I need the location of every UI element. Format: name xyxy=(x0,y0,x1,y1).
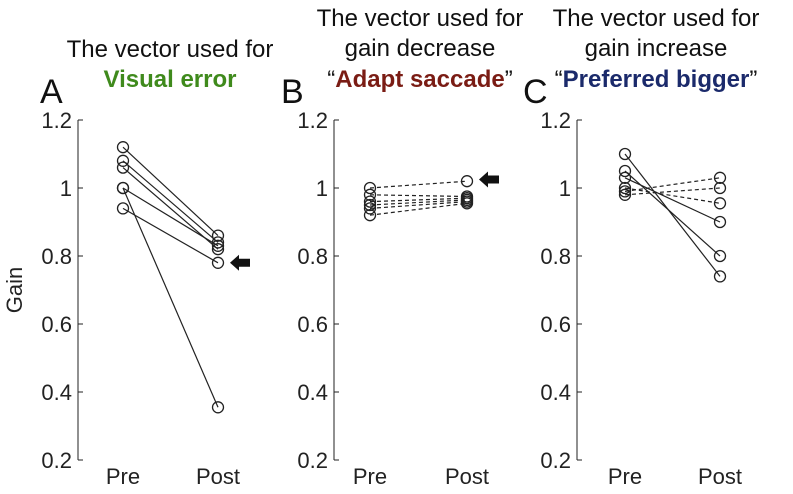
panel-a-xtick-label: Post xyxy=(196,464,240,489)
panel-b-series-line xyxy=(369,199,468,206)
panel-c-title-line-1: The vector used for xyxy=(553,5,760,32)
panel-b-ytick-label: 1.2 xyxy=(297,108,328,133)
panel-a-header: The vector used for Visual error A xyxy=(40,36,273,111)
panel-c-header: The vector used for gain increase “Prefe… xyxy=(523,5,759,111)
panel-c-series-line xyxy=(624,187,721,204)
panel-c-series-line xyxy=(624,170,721,257)
panel-a-letter: A xyxy=(40,73,63,111)
panel-b-ytick-label: 0.2 xyxy=(297,448,328,473)
panel-b-series-line xyxy=(369,197,468,203)
panel-a-data-point xyxy=(211,401,225,414)
panel-c-data-point xyxy=(713,215,727,229)
panel-b-ytick-label: 1 xyxy=(316,176,328,201)
panel-a-plot: 0.2 0.4 0.6 0.8 1 1.2 Pre Post xyxy=(41,108,250,489)
panel-c-quote-close: ” xyxy=(749,66,757,93)
panel-c-data-point xyxy=(713,197,727,210)
panel-a-series-line xyxy=(122,187,219,408)
panel-b-series-line xyxy=(369,194,468,198)
panel-a-data-point xyxy=(116,202,130,215)
panel-c-ytick-label: 0.8 xyxy=(540,244,571,269)
panel-b-data-point xyxy=(460,197,474,210)
panel-c-data-point xyxy=(618,147,632,161)
panel-c-series-line xyxy=(624,153,721,277)
panel-c-xtick-label: Pre xyxy=(608,464,642,489)
panel-a-series-line xyxy=(122,187,219,247)
panel-b-highlight: Adapt saccade xyxy=(335,66,504,93)
panel-a-xtick-label: Pre xyxy=(106,464,140,489)
panel-c-xtick-label: Post xyxy=(698,464,742,489)
panel-a-data-point xyxy=(116,141,130,154)
panel-a-data-point xyxy=(211,236,225,249)
panel-a-highlight: Visual error xyxy=(104,66,237,93)
panel-c-data-point xyxy=(713,181,727,195)
panel-c-series-line xyxy=(624,177,721,192)
panel-b-quote-close: ” xyxy=(505,66,513,93)
panel-b-data-point xyxy=(363,198,377,212)
panel-c-highlight: Preferred bigger xyxy=(563,66,750,93)
panel-b-quote-open: “ xyxy=(327,66,335,93)
panel-a-data-point xyxy=(116,154,130,167)
panel-b-xtick-label: Post xyxy=(445,464,489,489)
panel-b-data-point xyxy=(363,202,377,215)
panel-c-data-point xyxy=(713,171,727,184)
panel-a-series-line xyxy=(122,146,219,237)
panel-a-ytick-label: 1.2 xyxy=(41,108,72,133)
panel-b-ytick-label: 0.8 xyxy=(297,244,328,269)
panel-b-xtick-label: Pre xyxy=(353,464,387,489)
panel-c-ytick-label: 1 xyxy=(559,176,571,201)
panel-c-title-line-2: gain increase xyxy=(585,35,728,62)
panel-a-data-point xyxy=(211,256,225,269)
panel-b-highlight-line: “Adapt saccade” xyxy=(327,66,512,93)
panel-c-data-point xyxy=(618,164,632,178)
panel-b-title-line-2: gain decrease xyxy=(345,35,496,62)
panel-b-letter: B xyxy=(281,73,304,111)
panel-c-series-line xyxy=(624,187,721,196)
panel-a-title-line-1: The vector used for xyxy=(67,36,274,63)
panel-a-data-point xyxy=(211,239,225,252)
panel-b-data-point xyxy=(363,188,377,201)
panel-c-quote-open: “ xyxy=(555,66,563,93)
panel-a-series-line xyxy=(122,160,219,243)
panel-b-data-point xyxy=(363,195,377,208)
panel-a-data-point xyxy=(116,181,130,195)
panel-b-ytick-label: 0.6 xyxy=(297,312,328,337)
panel-c-letter: C xyxy=(523,73,548,111)
panel-b-header: The vector used for gain decrease “Adapt… xyxy=(281,5,523,111)
panel-c-highlight-line: “Preferred bigger” xyxy=(555,66,758,93)
panel-b-arrow-icon xyxy=(479,171,499,188)
panel-a-ytick-label: 0.8 xyxy=(41,244,72,269)
panel-a-ytick-label: 0.2 xyxy=(41,448,72,473)
panel-c-data-point xyxy=(618,171,632,184)
panel-b-series-line xyxy=(369,201,468,209)
panel-c-data-point xyxy=(713,249,727,263)
panel-b-data-point xyxy=(363,181,377,195)
panel-c-data-point xyxy=(713,270,727,283)
panel-a-ytick-label: 1 xyxy=(60,176,72,201)
panel-a-ytick-label: 0.4 xyxy=(41,380,72,405)
panel-a-data-point xyxy=(211,229,225,242)
panel-a-arrow-icon xyxy=(230,254,250,271)
panel-a-series-line xyxy=(122,207,219,264)
panel-c-plot: 0.2 0.4 0.6 0.8 1 1.2 Pre Post xyxy=(540,108,742,489)
panel-a-data-point xyxy=(116,161,130,174)
panel-c-data-point xyxy=(618,185,632,198)
panel-c-series-line xyxy=(624,177,721,223)
panel-b-data-point xyxy=(460,175,474,188)
panel-a-ytick-label: 0.6 xyxy=(41,312,72,337)
panel-c-ytick-label: 1.2 xyxy=(540,108,571,133)
panel-a-data-point xyxy=(211,243,225,256)
panel-b-series-line xyxy=(369,180,468,189)
panel-c-ytick-label: 0.2 xyxy=(540,448,571,473)
panel-c-data-point xyxy=(618,181,632,195)
panel-b-title-line-1: The vector used for xyxy=(317,5,524,32)
panel-b-data-point xyxy=(363,209,377,222)
panel-c-ytick-label: 0.4 xyxy=(540,380,571,405)
panel-c-data-point xyxy=(618,188,632,201)
panel-b-series-line xyxy=(369,202,468,216)
panel-b-ytick-label: 0.4 xyxy=(297,380,328,405)
panel-b-plot: 0.2 0.4 0.6 0.8 1 1.2 Pre Post xyxy=(297,108,499,489)
panel-c-ytick-label: 0.6 xyxy=(540,312,571,337)
y-axis-label: Gain xyxy=(2,267,27,313)
